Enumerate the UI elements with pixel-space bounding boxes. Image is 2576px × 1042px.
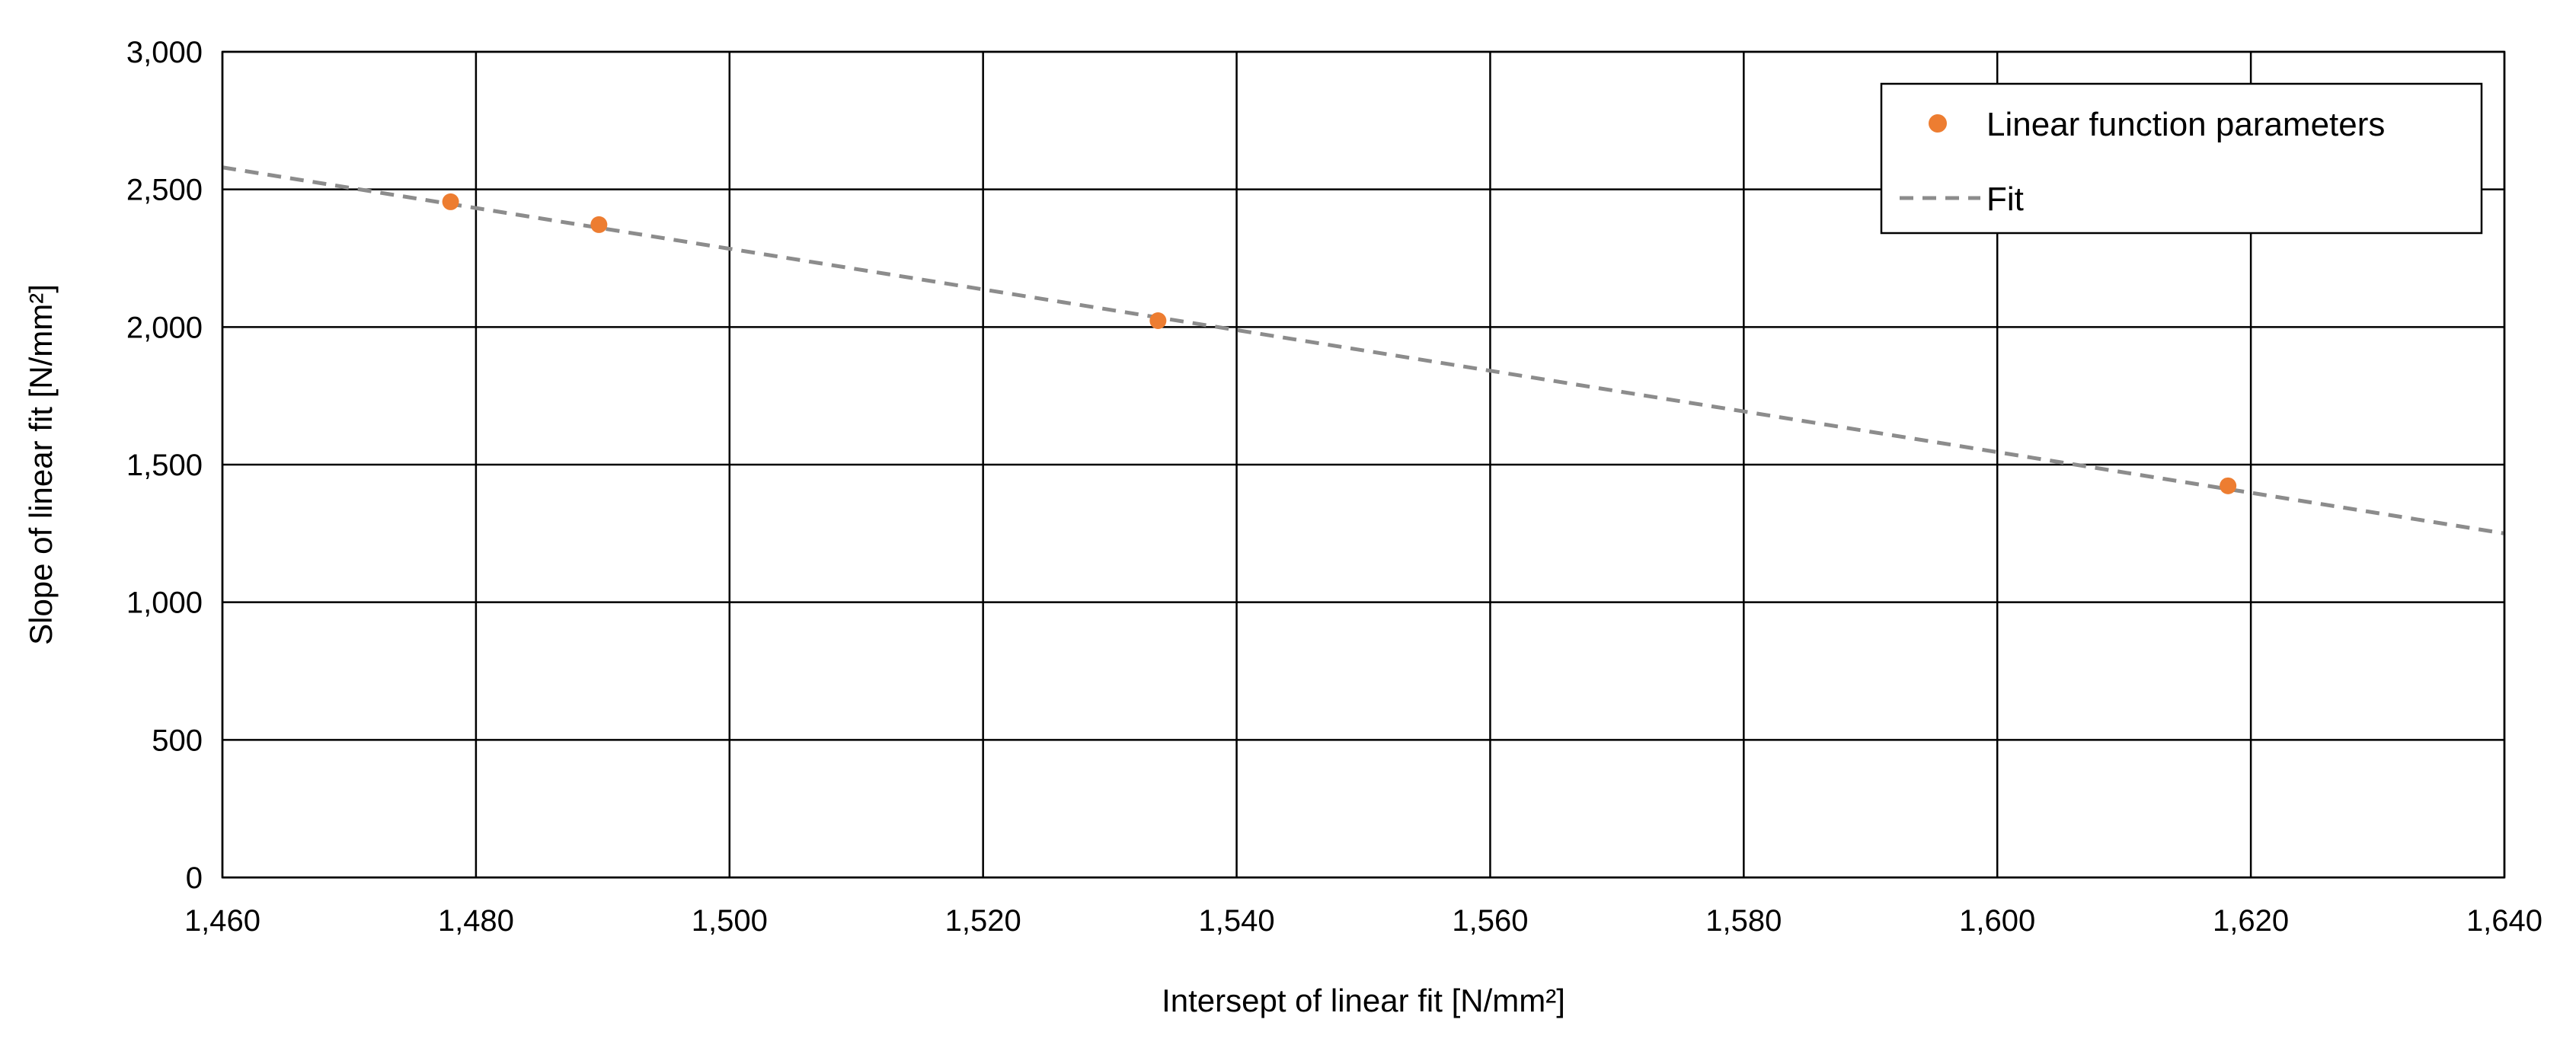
legend-label-scatter: Linear function parameters (1986, 106, 2385, 143)
x-tick-label: 1,540 (1199, 904, 1275, 938)
x-tick-label: 1,480 (438, 904, 514, 938)
y-tick-label: 2,500 (126, 174, 203, 207)
x-tick-label: 1,500 (692, 904, 768, 938)
y-tick-label: 500 (152, 724, 203, 757)
legend: Linear function parameters Fit (1880, 82, 2483, 235)
y-axis-title: Slope of linear fit [N/mm²] (23, 284, 59, 645)
legend-marker-scatter (1929, 114, 1947, 133)
y-tick-label: 1,500 (126, 449, 203, 482)
x-tick-label: 1,620 (2213, 904, 2289, 938)
x-tick-label: 1,580 (1705, 904, 1782, 938)
data-points-layer (442, 193, 2237, 494)
legend-box (1880, 82, 2483, 235)
data-point (1149, 312, 1167, 330)
x-tick-label: 1,460 (184, 904, 260, 938)
data-point (590, 216, 608, 233)
y-tick-label: 1,000 (126, 587, 203, 620)
data-point (2220, 477, 2237, 494)
plot-frame (221, 50, 2506, 879)
y-tick-labels: 0 500 1,000 1,500 2,000 2,500 3,000 (126, 36, 203, 895)
y-tick-label: 2,000 (126, 311, 203, 344)
x-axis-title: Intersept of linear fit [N/mm²] (1162, 983, 1565, 1018)
x-tick-label: 1,640 (2466, 904, 2542, 938)
y-tick-label: 0 (186, 861, 203, 895)
x-tick-label: 1,600 (1959, 904, 2035, 938)
x-tick-label: 1,560 (1452, 904, 1528, 938)
x-tick-labels: 1,460 1,480 1,500 1,520 1,540 1,560 1,580 1,600… (184, 904, 2542, 938)
fit-line (222, 165, 2505, 535)
x-tick-label: 1,520 (945, 904, 1021, 938)
y-tick-label: 3,000 (126, 36, 203, 69)
fit-line-layer (222, 165, 2505, 535)
legend-label-fit: Fit (1986, 181, 2024, 218)
data-point (442, 193, 459, 210)
